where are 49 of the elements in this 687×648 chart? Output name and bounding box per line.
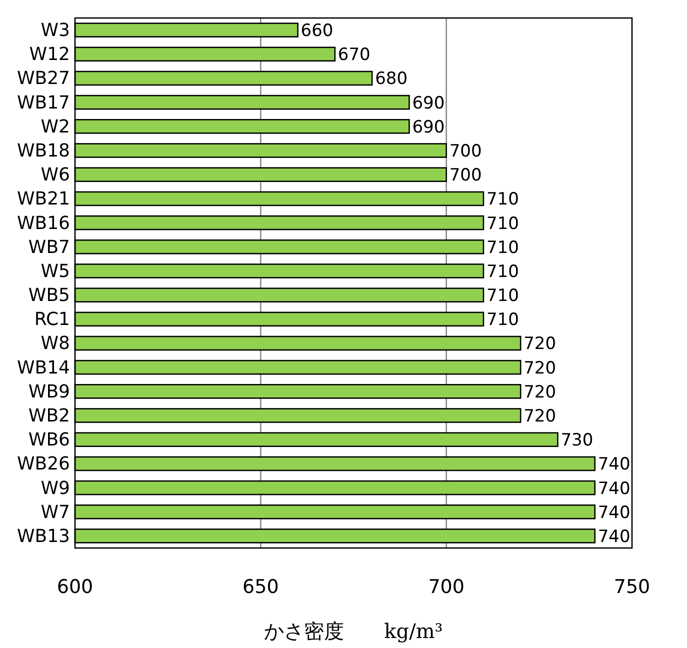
y-tick-label: WB7: [28, 236, 70, 258]
data-label: 700: [449, 142, 482, 162]
y-tick-label: W5: [40, 260, 70, 282]
y-tick-label: W9: [40, 478, 70, 499]
x-tick-label: 750: [614, 576, 650, 598]
data-label: 740: [598, 478, 630, 499]
y-tick-label: WB27: [16, 68, 70, 90]
data-label: 660: [300, 21, 334, 42]
data-label: 690: [412, 93, 445, 114]
data-label: 730: [560, 430, 594, 451]
data-label: 710: [486, 262, 519, 282]
y-tick-label: WB18: [16, 140, 70, 162]
data-label: 740: [598, 526, 630, 547]
data-label: 710: [486, 238, 519, 258]
y-tick-label: W6: [40, 164, 70, 186]
y-tick-label: W8: [40, 333, 70, 354]
y-tick-label: W2: [40, 116, 70, 138]
y-tick-label: WB9: [28, 381, 70, 402]
data-label: 720: [524, 334, 556, 354]
data-label: 700: [449, 166, 482, 186]
data-label: 740: [598, 502, 630, 523]
y-tick-label: WB5: [28, 285, 70, 306]
data-label: 740: [598, 454, 630, 475]
y-tick-label: WB16: [16, 212, 70, 234]
data-label: 710: [486, 214, 519, 234]
data-label: 720: [524, 406, 556, 426]
y-tick-label: WB6: [28, 430, 70, 451]
y-tick-label: WB14: [16, 357, 70, 378]
x-tick-label: 700: [428, 576, 464, 598]
x-axis-title: かさ密度 kg/m³: [264, 619, 443, 643]
y-tick-label: W3: [40, 20, 70, 42]
data-label: 690: [412, 117, 445, 138]
data-label: 670: [338, 45, 370, 66]
y-tick-label: WB17: [16, 92, 70, 114]
data-label: 710: [486, 286, 519, 306]
y-tick-label: WB13: [16, 526, 70, 547]
y-tick-label: WB26: [16, 454, 70, 475]
data-label: 720: [524, 358, 556, 378]
data-label: 710: [486, 190, 519, 210]
y-tick-label: W7: [40, 502, 70, 523]
y-tick-label: WB21: [16, 188, 70, 210]
data-label: 710: [486, 310, 519, 330]
data-label: 720: [524, 382, 556, 402]
y-tick-label: W12: [29, 44, 70, 66]
y-tick-label: WB2: [28, 406, 70, 426]
data-label: 680: [375, 69, 408, 90]
x-tick-label: 650: [242, 576, 279, 598]
y-tick-label: RC1: [34, 309, 70, 330]
x-tick-label: 600: [56, 576, 94, 598]
